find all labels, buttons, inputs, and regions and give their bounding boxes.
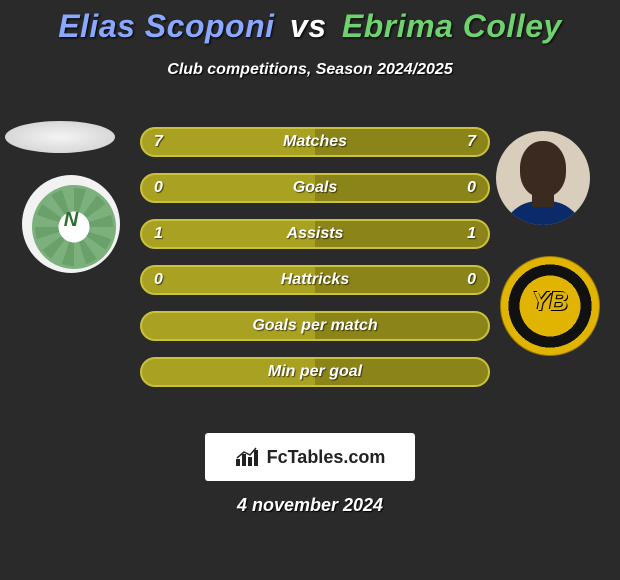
stat-row: 11Assists	[140, 219, 490, 249]
stat-row: Goals per match	[140, 311, 490, 341]
bar-chart-icon	[235, 447, 261, 467]
stat-right-value: 0	[467, 271, 476, 289]
stat-right-half: 1	[315, 221, 488, 247]
stat-right-value: 7	[467, 133, 476, 151]
stat-right-value: 1	[467, 225, 476, 243]
stat-left-half	[142, 359, 315, 385]
subtitle: Club competitions, Season 2024/2025	[0, 61, 620, 79]
stat-left-half: 1	[142, 221, 315, 247]
stat-right-half	[315, 359, 488, 385]
source-text: FcTables.com	[267, 447, 386, 468]
stat-row: 00Hattricks	[140, 265, 490, 295]
stat-left-value: 7	[154, 133, 163, 151]
title-vs: vs	[290, 8, 327, 44]
stat-row: Min per goal	[140, 357, 490, 387]
stat-left-value: 0	[154, 179, 163, 197]
stat-left-half	[142, 313, 315, 339]
stat-right-half: 0	[315, 267, 488, 293]
player1-club-logo	[22, 175, 120, 273]
stat-right-value: 0	[467, 179, 476, 197]
source-badge: FcTables.com	[205, 433, 415, 481]
infographic-date: 4 november 2024	[0, 495, 620, 516]
stat-left-value: 0	[154, 271, 163, 289]
player1-avatar	[5, 121, 115, 153]
stat-row: 00Goals	[140, 173, 490, 203]
stat-right-half: 7	[315, 129, 488, 155]
player2-club-logo: YB	[500, 256, 600, 356]
stat-left-half: 0	[142, 267, 315, 293]
comparison-content: YB 77Matches00Goals11Assists00HattricksG…	[0, 121, 620, 421]
stat-right-half	[315, 313, 488, 339]
player1-name: Elias Scoponi	[58, 8, 274, 44]
stat-right-half: 0	[315, 175, 488, 201]
comparison-title: Elias Scoponi vs Ebrima Colley	[0, 0, 620, 45]
stat-row: 77Matches	[140, 127, 490, 157]
stat-bars: 77Matches00Goals11Assists00HattricksGoal…	[140, 127, 490, 403]
player2-avatar	[496, 131, 590, 225]
stat-left-half: 7	[142, 129, 315, 155]
stat-left-value: 1	[154, 225, 163, 243]
player2-name: Ebrima Colley	[342, 8, 562, 44]
stat-left-half: 0	[142, 175, 315, 201]
